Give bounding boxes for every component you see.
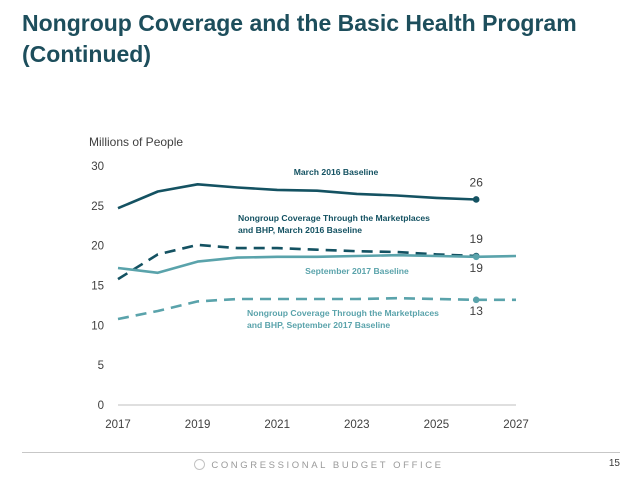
page-number: 15 <box>608 458 620 469</box>
x-tick-label: 2021 <box>264 419 290 431</box>
x-tick-label: 2019 <box>185 419 211 431</box>
footer-organization: CONGRESSIONAL BUDGET OFFICE <box>0 459 638 471</box>
x-tick-label: 2017 <box>105 419 131 431</box>
y-axis-label: Millions of People <box>89 135 183 149</box>
series-label-layer: March 2016 Baseline Nongroup Coverage Thr… <box>238 167 439 330</box>
slide-title: Nongroup Coverage and the Basic Health P… <box>22 8 622 70</box>
series-end-marker <box>472 196 480 203</box>
y-tick-label: 30 <box>91 161 104 173</box>
y-tick-label: 5 <box>98 360 104 372</box>
x-tick-label: 2023 <box>344 419 370 431</box>
footer-organization-text: CONGRESSIONAL BUDGET OFFICE <box>211 460 444 471</box>
slide-title-line-1: Nongroup Coverage and the Basic Health P… <box>22 10 577 36</box>
series-name-label: Nongroup Coverage Through the Marketplac… <box>238 213 430 235</box>
x-tick-label: 2027 <box>503 419 529 431</box>
series-name-label: Nongroup Coverage Through the Marketplac… <box>247 308 439 330</box>
y-tick-label: 10 <box>91 320 104 332</box>
series-layer: 26 19 19 13 <box>117 175 517 321</box>
series-name-label: September 2017 Baseline <box>305 266 409 276</box>
y-tick-label: 0 <box>98 400 104 412</box>
series-line <box>117 253 517 275</box>
series-line <box>117 243 477 281</box>
cbo-logo-icon <box>194 459 206 470</box>
series-end-marker <box>472 253 480 261</box>
y-tick-label: 25 <box>91 201 104 213</box>
slide-title-line-2: (Continued) <box>22 41 152 67</box>
series-end-label: 13 <box>470 304 484 318</box>
y-axis-ticks: 0 5 10 15 20 25 30 <box>91 161 104 412</box>
y-tick-label: 15 <box>91 281 104 293</box>
x-tick-label: 2025 <box>424 419 450 431</box>
series-name-label: March 2016 Baseline <box>294 167 379 177</box>
series-end-label: 19 <box>470 232 484 246</box>
series-line <box>117 296 516 321</box>
series-end-marker <box>472 296 480 304</box>
y-tick-label: 20 <box>91 241 104 253</box>
series-end-label: 26 <box>470 175 484 189</box>
series-end-label: 19 <box>470 261 484 275</box>
series-line <box>117 183 477 210</box>
footer-divider <box>22 452 620 453</box>
x-axis-ticks: 2017 2019 2021 2023 2025 2027 <box>105 419 529 431</box>
